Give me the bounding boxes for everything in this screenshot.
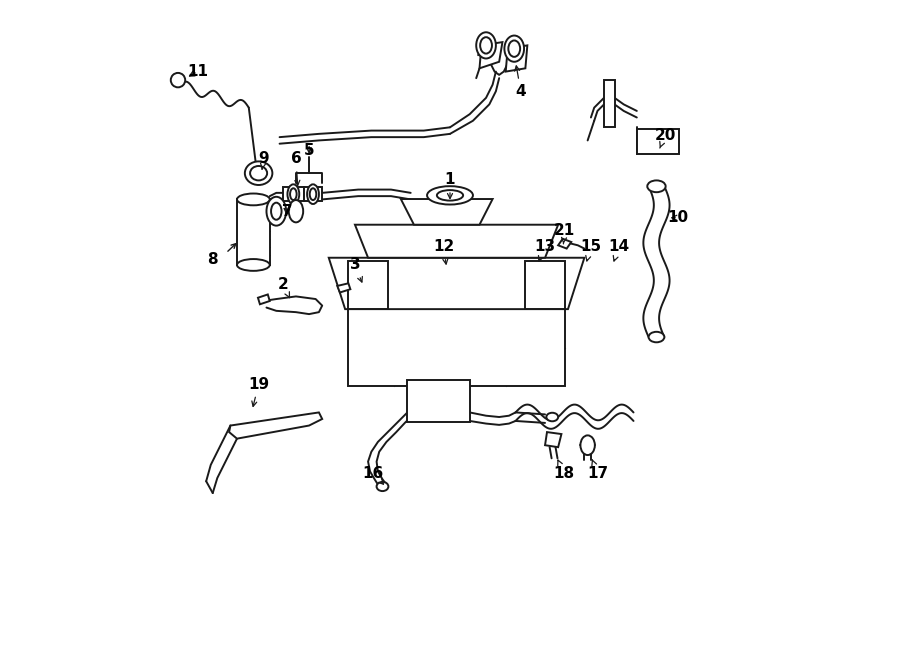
Ellipse shape [428, 186, 473, 204]
Bar [304, 187, 322, 202]
Polygon shape [480, 42, 502, 68]
Polygon shape [258, 294, 270, 304]
Polygon shape [355, 225, 558, 258]
Text: 18: 18 [554, 460, 574, 481]
Ellipse shape [271, 203, 282, 219]
Polygon shape [545, 432, 562, 447]
Ellipse shape [546, 412, 558, 421]
Ellipse shape [266, 197, 286, 225]
Text: 7: 7 [282, 204, 292, 219]
Text: 5: 5 [304, 143, 314, 158]
Ellipse shape [290, 188, 297, 200]
Polygon shape [558, 239, 572, 249]
Bar [283, 187, 304, 202]
Ellipse shape [647, 180, 666, 192]
Text: 17: 17 [587, 460, 608, 481]
Ellipse shape [580, 436, 595, 455]
Text: 15: 15 [580, 239, 601, 261]
Bar [604, 80, 615, 128]
Polygon shape [526, 261, 564, 309]
Ellipse shape [250, 166, 267, 180]
Ellipse shape [476, 32, 496, 58]
Text: 1: 1 [445, 173, 455, 198]
Polygon shape [348, 261, 388, 309]
Text: 14: 14 [608, 239, 630, 261]
Text: 11: 11 [187, 64, 208, 79]
Polygon shape [338, 284, 350, 292]
Ellipse shape [376, 482, 389, 491]
Ellipse shape [237, 194, 270, 206]
Ellipse shape [245, 161, 273, 185]
Ellipse shape [237, 259, 270, 271]
Text: 19: 19 [248, 377, 269, 407]
Text: 6: 6 [291, 151, 302, 186]
Ellipse shape [504, 36, 524, 61]
Text: 8: 8 [207, 253, 218, 267]
Polygon shape [506, 46, 527, 71]
Text: 21: 21 [554, 223, 575, 244]
Text: 4: 4 [515, 66, 526, 98]
Polygon shape [328, 258, 584, 309]
Bar [408, 379, 470, 422]
Ellipse shape [481, 37, 492, 54]
Ellipse shape [307, 184, 319, 204]
Text: 10: 10 [668, 210, 688, 225]
Ellipse shape [287, 184, 299, 204]
Ellipse shape [436, 190, 464, 200]
Bar [637, 129, 680, 153]
Ellipse shape [508, 40, 520, 57]
Ellipse shape [310, 188, 316, 200]
Text: 2: 2 [277, 277, 290, 297]
Ellipse shape [289, 200, 303, 222]
Ellipse shape [649, 332, 664, 342]
Polygon shape [348, 309, 564, 386]
Bar [237, 200, 270, 265]
Text: 13: 13 [535, 239, 555, 261]
Text: 16: 16 [362, 466, 383, 485]
Text: 12: 12 [433, 239, 454, 264]
Polygon shape [230, 412, 322, 439]
Ellipse shape [171, 73, 185, 87]
Text: 20: 20 [654, 128, 676, 148]
Text: 9: 9 [258, 151, 269, 169]
Polygon shape [400, 199, 492, 225]
Text: 3: 3 [349, 257, 363, 282]
